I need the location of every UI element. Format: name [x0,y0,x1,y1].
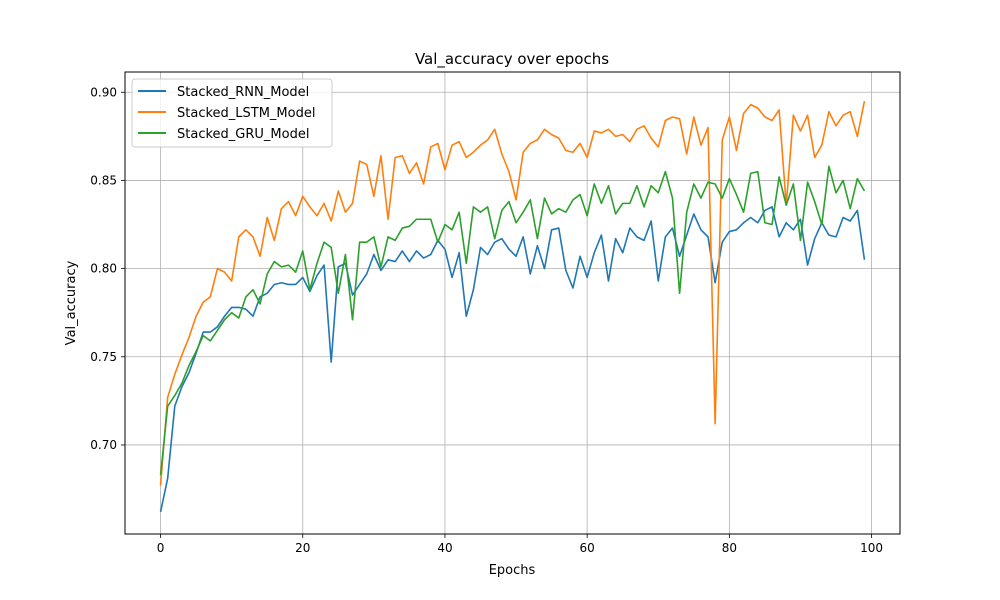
grid-lines [125,72,900,534]
legend-label: Stacked_RNN_Model [177,85,309,100]
plot-area [124,71,901,535]
series-line-stacked-gru-model [159,165,866,476]
legend-label: Stacked_LSTM_Model [177,106,315,121]
y-axis-label: Val_accuracy [64,260,79,345]
y-tick-label: 0.70 [90,438,117,452]
legend-label: Stacked_GRU_Model [177,127,309,142]
x-tick-label: 40 [437,541,452,555]
chart-title: Val_accuracy over epochs [415,50,609,69]
x-tick-label: 20 [295,541,310,555]
legend-box [131,78,333,148]
legend: Stacked_RNN_Model Stacked_LSTM_Model Stack… [131,78,333,148]
y-axis: 0.70 0.75 0.80 0.85 0.90 [90,85,125,452]
y-tick-label: 0.90 [90,85,117,99]
x-tick-label: 80 [722,541,737,555]
x-axis-label: Epochs [489,563,536,578]
series-lines [159,100,866,513]
x-tick-label: 100 [860,541,883,555]
x-tick-label: 0 [157,541,165,555]
series-line-stacked-rnn-model [159,206,866,513]
y-tick-label: 0.80 [90,262,117,276]
x-tick-label: 60 [580,541,595,555]
series-line-stacked-lstm-model [159,100,866,486]
x-axis: 0 20 40 60 80 100 [157,534,883,555]
y-tick-label: 0.75 [90,350,117,364]
y-tick-label: 0.85 [90,173,117,187]
